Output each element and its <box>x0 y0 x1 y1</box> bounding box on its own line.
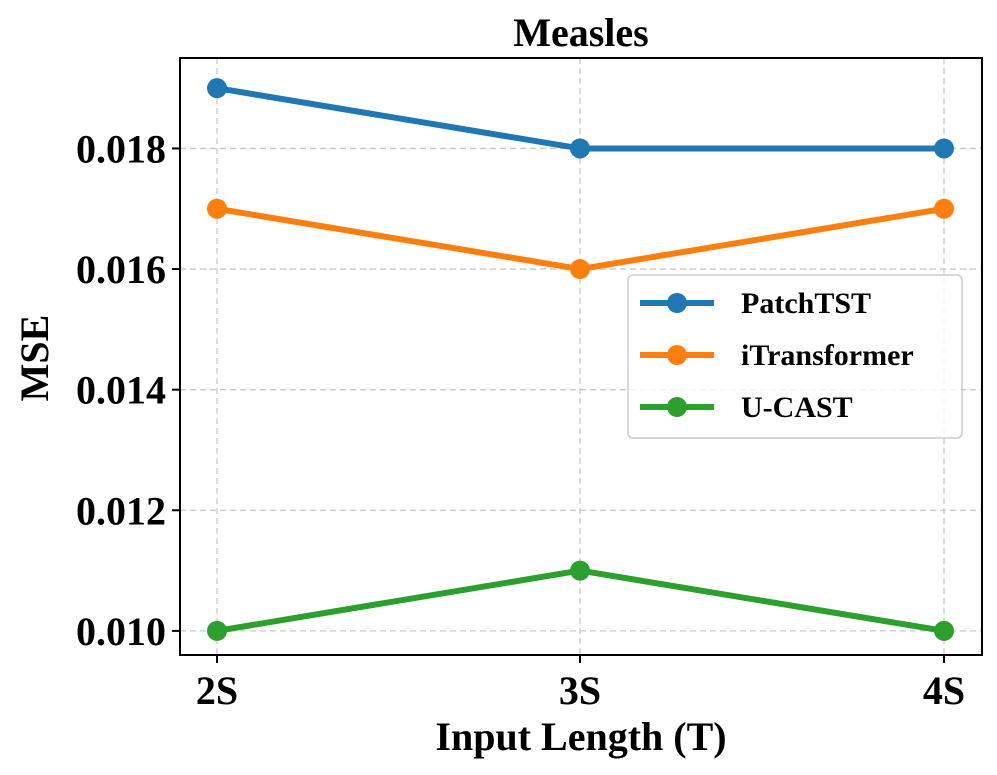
data-point <box>207 620 227 641</box>
y-tick-label: 0.014 <box>76 368 166 413</box>
data-point <box>207 78 227 99</box>
legend-swatch-marker <box>667 293 687 313</box>
x-axis: 2S 3S 4S <box>196 655 965 713</box>
data-point <box>570 259 590 280</box>
y-tick-label: 0.016 <box>76 247 166 292</box>
series-patchtst <box>207 78 954 159</box>
legend-swatch-marker <box>667 345 687 365</box>
series-itransformer <box>207 198 954 280</box>
x-tick-label: 4S <box>923 668 965 713</box>
legend-label: iTransformer <box>741 339 914 372</box>
y-tick-label: 0.010 <box>76 609 166 654</box>
x-tick-label: 3S <box>559 668 601 713</box>
y-tick-label: 0.018 <box>76 126 166 171</box>
y-axis: 0.010 0.012 0.014 0.016 0.018 <box>76 126 180 654</box>
series <box>207 78 954 641</box>
x-tick-label: 2S <box>196 668 238 713</box>
legend: PatchTST iTransformer U-CAST <box>627 274 963 439</box>
legend-box <box>627 274 963 439</box>
y-axis-label: MSE <box>12 315 57 402</box>
legend-label: PatchTST <box>741 287 871 320</box>
legend-entry: PatchTST <box>640 287 871 320</box>
y-tick-label: 0.012 <box>76 488 166 533</box>
data-point <box>934 620 954 641</box>
data-point <box>934 198 954 219</box>
legend-swatch-marker <box>667 397 687 417</box>
legend-entry: iTransformer <box>640 339 914 372</box>
legend-label: U-CAST <box>741 391 853 424</box>
x-axis-label: Input Length (T) <box>435 714 726 759</box>
data-point <box>207 198 227 219</box>
data-point <box>570 560 590 581</box>
chart-title: Measles <box>513 10 649 55</box>
data-point <box>570 138 590 159</box>
data-point <box>934 138 954 159</box>
legend-entry: U-CAST <box>640 391 853 424</box>
series-u-cast <box>207 560 954 641</box>
